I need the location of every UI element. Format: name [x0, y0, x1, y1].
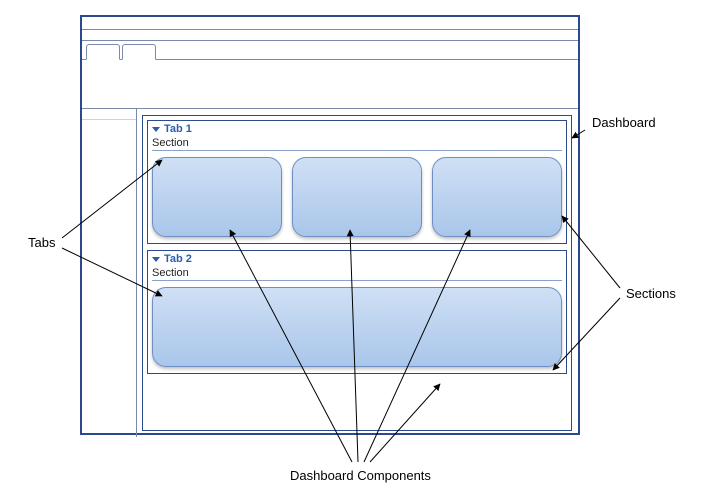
annotation-sections: Sections [626, 286, 676, 301]
chevron-down-icon [152, 127, 160, 132]
tab-title-text: Tab 2 [164, 253, 192, 265]
browser-tabstrip [82, 41, 578, 60]
section-title: Section [152, 137, 562, 151]
components-row [152, 157, 562, 237]
dashboard-component-wide[interactable] [152, 287, 562, 367]
section-title: Section [152, 267, 562, 281]
dashboard-frame: Tab 1 Section Tab 2 [142, 115, 572, 431]
components-row [152, 287, 562, 367]
dashboard-component[interactable] [152, 157, 282, 237]
browser-tab[interactable] [122, 44, 156, 60]
annotation-components: Dashboard Components [290, 468, 431, 483]
annotation-tabs: Tabs [28, 235, 55, 250]
chevron-down-icon [152, 257, 160, 262]
tab-title[interactable]: Tab 2 [152, 253, 562, 265]
tab-title[interactable]: Tab 1 [152, 123, 562, 135]
browser-tab[interactable] [86, 44, 120, 60]
tab-title-text: Tab 1 [164, 123, 192, 135]
window-titlebar [82, 17, 578, 30]
window-menubar [82, 30, 578, 41]
tab-panel-2: Tab 2 Section [147, 250, 567, 374]
dashboard-component[interactable] [432, 157, 562, 237]
annotation-dashboard: Dashboard [592, 115, 656, 130]
dashboard-component[interactable] [292, 157, 422, 237]
diagram-stage: Tab 1 Section Tab 2 [0, 0, 725, 500]
left-rail [82, 109, 137, 437]
app-window: Tab 1 Section Tab 2 [80, 15, 580, 435]
rail-line [82, 109, 136, 120]
window-toolbar [82, 60, 578, 109]
tab-panel-1: Tab 1 Section [147, 120, 567, 244]
window-body: Tab 1 Section Tab 2 [82, 109, 578, 437]
content-area: Tab 1 Section Tab 2 [136, 109, 578, 437]
